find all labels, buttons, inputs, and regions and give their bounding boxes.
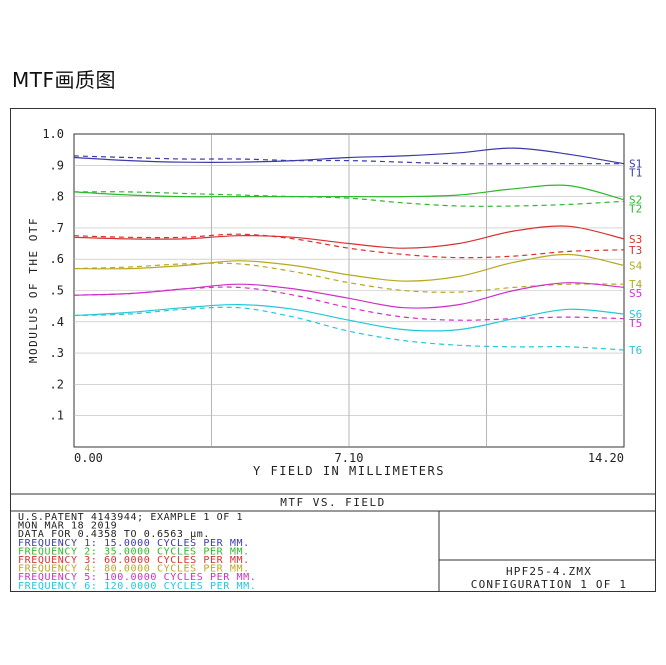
series-line-t6 (73, 306, 625, 351)
series-label-s1: S1 (629, 158, 642, 171)
series-line-t3 (73, 233, 625, 259)
y-tick-label: .1 (50, 409, 64, 423)
series-group (73, 147, 625, 351)
y-tick-label: .4 (50, 315, 64, 329)
grid-lines (74, 134, 624, 447)
info-line: MON MAR 18 2019 (18, 521, 117, 532)
info-line: U.S.PATENT 4143944; EXAMPLE 1 OF 1 (18, 512, 243, 523)
series-line-t1 (73, 155, 624, 165)
series-line-t2 (73, 191, 625, 207)
y-tick-label: .8 (50, 190, 64, 204)
series-label-s4: S4 (629, 259, 643, 272)
y-tick-label: 1.0 (42, 127, 64, 141)
series-line-s4 (73, 253, 625, 282)
chart-title: MTF VS. FIELD (280, 496, 386, 509)
x-tick-labels: 0.00 7.10 14.20 (74, 451, 624, 465)
series-label-s3: S3 (629, 233, 642, 246)
series-line-s6 (73, 303, 625, 332)
series-line-t5 (73, 286, 625, 321)
series-line-t4 (73, 262, 625, 293)
info-line: FREQUENCY 2: 35.0000 CYCLES PER MM. (18, 546, 250, 557)
page-heading: MTF画质图 (12, 68, 116, 92)
y-axis-label: MODULUS OF THE OTF (27, 217, 40, 363)
file-name: HPF25-4.ZMX (506, 565, 592, 578)
series-label-t5: T5 (629, 317, 642, 330)
info-line: FREQUENCY 5: 100.0000 CYCLES PER MM. (18, 572, 256, 583)
x-axis-label: Y FIELD IN MILLIMETERS (253, 464, 445, 478)
series-line-s2 (73, 184, 625, 201)
series-label-s5: S5 (629, 287, 642, 300)
y-tick-label: .5 (50, 284, 64, 298)
y-tick-label: .7 (50, 221, 64, 235)
series-line-s3 (73, 225, 625, 249)
x-tick-label: 0.00 (74, 451, 103, 465)
y-tick-label: .6 (50, 252, 64, 266)
x-tick-label: 7.10 (335, 451, 364, 465)
series-label-t6: T6 (629, 344, 642, 357)
info-line: FREQUENCY 4: 80.0000 CYCLES PER MM. (18, 564, 250, 575)
x-tick-label: 14.20 (588, 451, 624, 465)
y-tick-labels: .1 .2 .3 .4 .5 .6 .7 .8 .9 1.0 (42, 127, 64, 423)
info-line: FREQUENCY 3: 60.0000 CYCLES PER MM. (18, 555, 250, 566)
series-label-t4: T4 (629, 278, 643, 291)
series-label-t3: T3 (629, 244, 642, 257)
series-label-s2: S2 (629, 194, 642, 207)
series-label-t2: T2 (629, 203, 642, 216)
series-label-t1: T1 (629, 167, 642, 180)
y-tick-label: .9 (50, 158, 64, 172)
info-line: FREQUENCY 6: 120.0000 CYCLES PER MM. (18, 581, 256, 592)
info-line: FREQUENCY 1: 15.0000 CYCLES PER MM. (18, 538, 250, 549)
y-tick-label: .2 (50, 377, 64, 391)
info-line: DATA FOR 0.4358 TO 0.6563 µm. (18, 529, 210, 540)
series-line-s1 (73, 147, 625, 165)
chart-frame (10, 108, 656, 592)
configuration-text: CONFIGURATION 1 OF 1 (471, 578, 627, 591)
series-label-s6: S6 (629, 308, 642, 321)
y-tick-label: .3 (50, 346, 64, 360)
